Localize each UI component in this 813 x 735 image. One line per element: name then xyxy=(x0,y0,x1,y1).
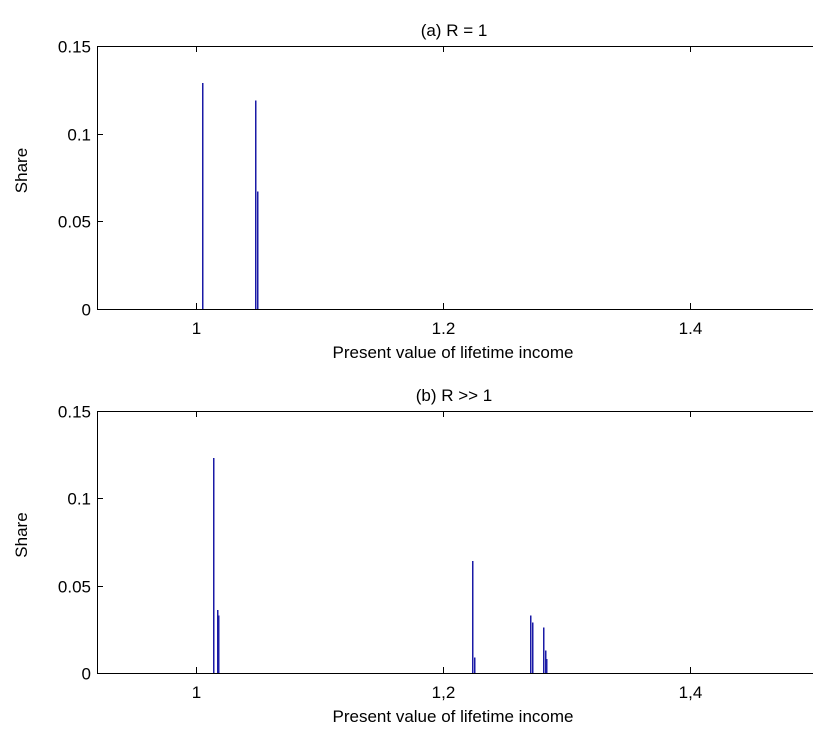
bar xyxy=(255,100,257,309)
x-tick-label: 1.2 xyxy=(432,319,456,338)
x-tick-label: 1,2 xyxy=(432,683,456,702)
x-axis-label: Present value of lifetime income xyxy=(333,707,574,726)
chart-panel-a: (a) R = 1 0 0.05 0.1 0.15 1 1.2 1.4 Present valu… xyxy=(12,21,813,362)
bar xyxy=(472,561,474,673)
chart-panel-b: (b) R >> 1 0 0.05 0.1 0.15 1 1,2 1,4 Present val… xyxy=(12,386,813,726)
chart-title: (a) R = 1 xyxy=(421,21,488,40)
bar xyxy=(474,657,476,673)
y-tick-label: 0.15 xyxy=(58,38,91,57)
x-tick-label: 1,4 xyxy=(679,683,703,702)
y-axis-label: Share xyxy=(12,148,31,193)
y-tick-label: 0.05 xyxy=(58,578,91,597)
y-tick-label: 0.05 xyxy=(58,213,91,232)
bar xyxy=(543,627,545,673)
y-tick-label: 0.15 xyxy=(58,403,91,422)
y-tick-label: 0 xyxy=(82,301,91,320)
chart-title: (b) R >> 1 xyxy=(416,386,493,405)
x-tick-label: 1 xyxy=(192,319,201,338)
y-tick-label: 0 xyxy=(82,665,91,684)
y-tick-label: 0.1 xyxy=(67,126,91,145)
bar xyxy=(532,622,534,673)
y-tick-label: 0.1 xyxy=(67,490,91,509)
bar xyxy=(545,650,547,673)
x-axis-label: Present value of lifetime income xyxy=(333,343,574,362)
bar xyxy=(546,659,548,673)
y-axis-label: Share xyxy=(12,512,31,557)
bar xyxy=(202,82,204,309)
bar xyxy=(218,615,220,673)
bar xyxy=(530,615,532,673)
x-tick-label: 1 xyxy=(192,683,201,702)
x-tick-label: 1.4 xyxy=(679,319,703,338)
bar xyxy=(217,610,219,673)
bar xyxy=(257,191,259,309)
bar xyxy=(213,458,215,673)
